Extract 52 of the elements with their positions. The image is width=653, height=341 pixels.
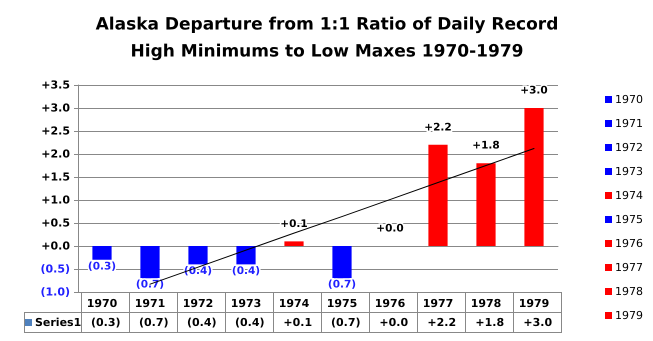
text: (0.4) [232, 264, 260, 277]
text: (0.7) [136, 278, 164, 291]
y-tick-label: +3.0 [41, 102, 70, 114]
text: +2.2 [424, 121, 452, 134]
text: Series1 [24, 312, 82, 332]
x-tick-label: 1974 [278, 297, 310, 310]
text: +3.0 [520, 84, 548, 96]
category-label: 1971 [615, 117, 643, 130]
text: +0.0 [376, 222, 404, 234]
category-label: 1975 [615, 213, 643, 226]
y-tick-label: +2.0 [41, 148, 70, 160]
y-tick-label: (0.5) [40, 262, 70, 276]
category-label: 1974 [615, 189, 643, 202]
text: (0.4) [184, 264, 212, 277]
text: (0.3) [88, 260, 116, 272]
x-tick-label: 1972 [182, 297, 214, 310]
data-label: +0.1 [274, 312, 322, 332]
x-tick-label: 1975 [326, 297, 358, 310]
category-label: 1978 [615, 285, 643, 298]
x-tick-label: 1976 [374, 297, 406, 310]
chart-title: Alaska Departure from 1:1 Ratio of Daily Record High Minimums to Low Maxes 1970-1979 [96, 14, 558, 62]
data-label: (0.4) [178, 312, 226, 332]
category-label: 1979 [615, 309, 643, 322]
y-tick-label: +3.5 [41, 78, 70, 92]
x-tick-label: 1977 [422, 297, 454, 310]
data-label: (0.4) [226, 312, 274, 332]
y-tick-label: +0.0 [41, 240, 70, 252]
text: (0.7) [328, 278, 356, 291]
text: +0.1 [280, 218, 308, 230]
text: +1.8 [472, 140, 500, 152]
y-tick-label: +2.5 [41, 124, 70, 138]
y-tick-label: +1.5 [41, 170, 70, 184]
data-label: +2.2 [418, 312, 466, 332]
data-label: (0.3) [82, 312, 130, 332]
y-tick-label: (1.0) [40, 286, 70, 298]
category-label: 1973 [615, 165, 643, 178]
y-tick-label: +0.5 [41, 216, 70, 230]
data-label: (0.7) [130, 312, 178, 332]
category-label: 1977 [615, 261, 643, 274]
category-label: 1970 [615, 93, 643, 106]
data-label: +1.8 [466, 312, 514, 332]
x-tick-label: 1971 [134, 297, 166, 310]
data-label: (0.7) [322, 312, 370, 332]
x-tick-label: 1973 [230, 297, 262, 310]
y-tick-label: +1.0 [41, 194, 70, 206]
data-label: +0.0 [370, 312, 418, 332]
x-tick-label: 1970 [86, 297, 118, 310]
x-tick-label: 1978 [470, 297, 502, 310]
category-label: 1976 [615, 237, 643, 250]
x-tick-label: 1979 [518, 297, 550, 310]
data-label: +3.0 [514, 312, 562, 332]
category-label: 1972 [615, 141, 643, 154]
